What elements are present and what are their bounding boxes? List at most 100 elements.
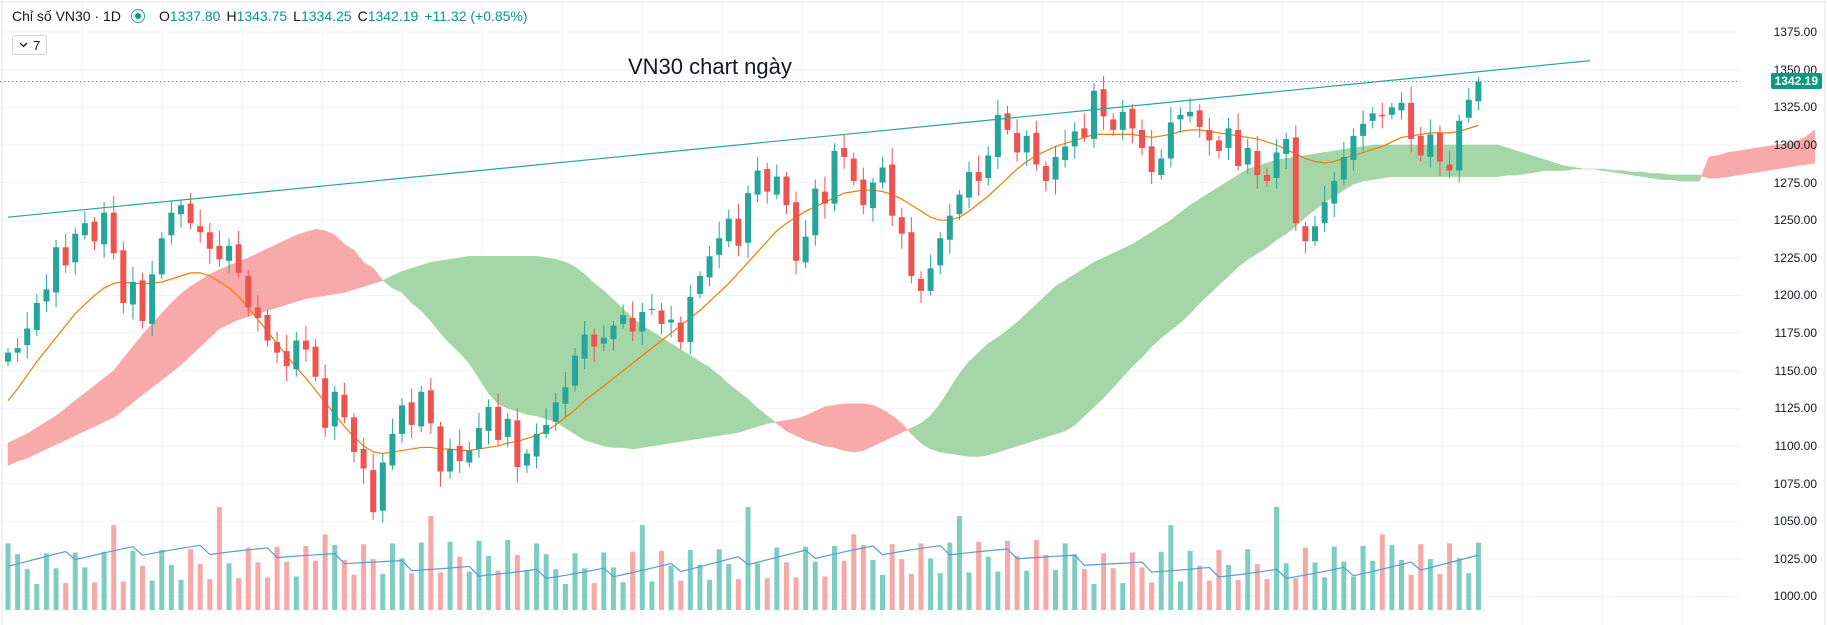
volume-bar <box>1399 559 1405 610</box>
candle-body <box>975 172 982 182</box>
candle-body <box>504 418 511 437</box>
cloud-segment <box>1160 219 1172 339</box>
volume-bar <box>293 576 299 610</box>
candle-body <box>158 238 165 275</box>
volume-bar <box>1466 573 1472 610</box>
volume-bar <box>389 543 395 610</box>
volume-bar <box>841 560 847 610</box>
candle-body <box>350 417 357 452</box>
volume-bar <box>1004 540 1010 610</box>
volume-bar <box>716 549 722 610</box>
cloud-segment <box>180 285 191 366</box>
trendline[interactable] <box>7 60 1591 218</box>
volume-bar <box>1370 560 1376 610</box>
cloud-segment <box>1305 153 1316 218</box>
indicators-toggle-button[interactable]: 7 <box>12 35 48 55</box>
volume-bar <box>322 534 328 610</box>
candle-body <box>523 453 530 466</box>
cloud-segment <box>315 228 326 298</box>
volume-bar <box>630 551 636 610</box>
cloud-segment <box>593 282 605 447</box>
volume-bar <box>236 578 242 610</box>
cloud-segment <box>718 374 730 436</box>
volume-bar <box>15 554 21 610</box>
cloud-segment <box>1699 156 1710 182</box>
axis-tick-label: 1250.00 <box>1773 213 1817 228</box>
cloud-segment <box>209 269 220 339</box>
candle-body <box>1254 150 1261 176</box>
candle-body <box>485 406 492 431</box>
candle-body <box>456 445 463 461</box>
cloud-segment <box>372 267 384 284</box>
volume-bar <box>764 578 770 610</box>
volume-bar <box>735 578 741 610</box>
cloud-segment <box>1631 171 1643 177</box>
candle-body <box>1167 122 1174 159</box>
volume-bar <box>668 565 674 610</box>
cloud-segment <box>1122 243 1133 378</box>
axis-tick-label: 1275.00 <box>1773 175 1817 190</box>
volume-bar <box>1408 574 1414 610</box>
candle-body <box>1196 110 1203 127</box>
candle-body <box>994 114 1001 157</box>
volume-bar <box>928 558 934 610</box>
volume-bar <box>937 573 943 610</box>
close-label: C <box>357 8 368 24</box>
candle-body <box>917 278 924 291</box>
candle-body <box>120 250 127 303</box>
candle-body <box>293 340 300 370</box>
volume-bar <box>5 543 11 610</box>
volume-bar <box>831 545 837 610</box>
cloud-segment <box>1218 180 1229 286</box>
candle-body <box>610 325 617 340</box>
volume-bar <box>1418 544 1424 610</box>
volume-bar <box>639 525 645 610</box>
candle-body <box>1187 111 1194 117</box>
candle-body <box>735 218 742 246</box>
cloud-segment <box>1055 279 1066 435</box>
cloud-segment <box>1199 192 1210 304</box>
volume-bar <box>678 580 684 610</box>
candle-body <box>562 387 569 404</box>
candle-body <box>514 420 521 468</box>
cloud-segment <box>1016 312 1028 447</box>
cloud-segment <box>1372 144 1383 180</box>
cloud-segment <box>84 385 95 432</box>
volume-bar <box>1149 582 1155 610</box>
volume-bar <box>1456 558 1462 610</box>
cloud-segment <box>161 302 172 381</box>
cloud-segment <box>661 337 672 445</box>
cloud-segment <box>324 230 336 296</box>
cloud-segment <box>420 261 432 322</box>
cloud-segment <box>987 337 999 456</box>
volume-bar <box>1033 540 1039 610</box>
volume-bar <box>1245 549 1251 610</box>
volume-bar <box>1081 569 1087 610</box>
cloud-segment <box>430 260 441 334</box>
volume-bar <box>1053 569 1059 610</box>
cloud-segment <box>440 258 451 345</box>
candle-body <box>773 176 780 195</box>
cloud-segment <box>401 267 412 304</box>
axis-tick-label: 1325.00 <box>1773 100 1817 115</box>
candle-body <box>1446 164 1453 171</box>
axis-tick-label: 1225.00 <box>1773 250 1817 265</box>
cloud-segment <box>978 342 989 457</box>
candle-body <box>764 169 771 192</box>
volume-bar <box>1206 580 1212 610</box>
cloud-segment <box>1208 186 1220 295</box>
cloud-segment <box>151 312 163 388</box>
cloud-segment <box>728 383 739 435</box>
volume-bar <box>120 581 126 610</box>
volume-bar <box>591 583 597 610</box>
cloud-segment <box>824 404 835 448</box>
cloud-segment <box>1093 257 1104 408</box>
open-label: O <box>158 8 170 24</box>
candle-body <box>33 302 40 331</box>
volume-bar <box>101 551 107 610</box>
candle-body <box>639 312 646 332</box>
cloud-segment <box>1737 149 1748 176</box>
volume-bar <box>659 550 665 610</box>
symbol-label[interactable]: Chỉ số VN30 · 1D <box>12 8 121 24</box>
